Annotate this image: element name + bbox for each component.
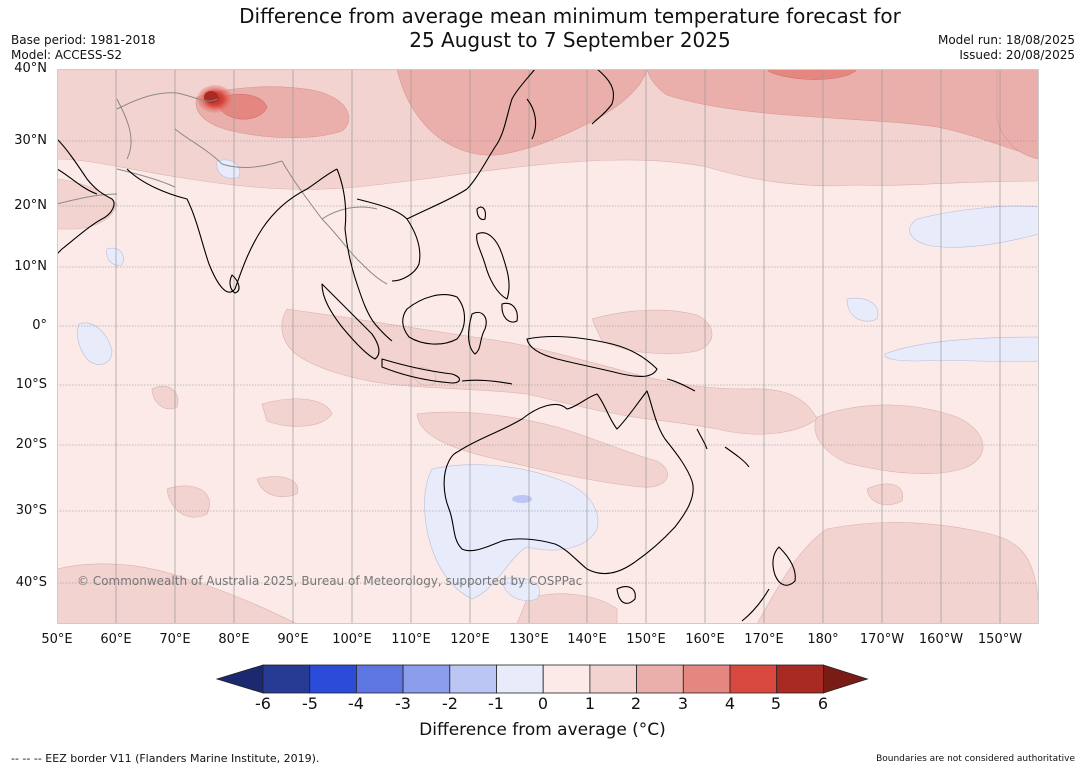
forecast-map: © Commonwealth of Australia 2025, Bureau… xyxy=(57,69,1039,624)
lat-label: 10°N xyxy=(14,259,47,274)
title-line-1: Difference from average mean minimum tem… xyxy=(239,4,901,28)
longitude-gridlines xyxy=(57,69,1001,624)
lon-label: 90°E xyxy=(277,632,309,647)
lon-label: 150°E xyxy=(626,632,666,647)
colorbar-tick: 3 xyxy=(677,694,689,713)
colorbar-cell xyxy=(542,664,591,694)
lon-label: 120°E xyxy=(450,632,490,647)
colorbar-cell xyxy=(402,664,451,694)
lon-label: 80°E xyxy=(218,632,250,647)
colorbar-cell xyxy=(262,664,311,694)
lon-label: 140°E xyxy=(567,632,607,647)
lon-label: 60°E xyxy=(100,632,132,647)
copyright-text: © Commonwealth of Australia 2025, Bureau… xyxy=(77,574,582,588)
lon-label: 100°E xyxy=(332,632,372,647)
lat-label: 40°N xyxy=(14,61,47,76)
model-run-text: Model run: 18/08/2025 xyxy=(937,33,1075,47)
colorbar-tick: -5 xyxy=(302,694,318,713)
eez-note: -- -- -- EEZ border V11 (Flanders Marine… xyxy=(11,752,320,765)
lat-label: 30°S xyxy=(15,503,47,518)
meta-left: Base period: 1981-2018 Model: ACCESS-S2 xyxy=(11,33,156,63)
colorbar-tick: 4 xyxy=(724,694,736,713)
lon-label: 180° xyxy=(807,632,839,647)
title-line-2: 25 August to 7 September 2025 xyxy=(409,28,731,52)
colorbar-cell xyxy=(309,664,357,694)
map-frame xyxy=(57,69,1039,624)
boundaries-note: Boundaries are not considered authoritat… xyxy=(876,754,1075,764)
coastlines xyxy=(57,69,796,622)
colorbar-tick: -6 xyxy=(255,694,271,713)
colorbar-cell xyxy=(682,664,731,694)
colorbar xyxy=(215,664,869,694)
lon-label: 50°E xyxy=(41,632,73,647)
colorbar-tick: -4 xyxy=(348,694,364,713)
lon-label: 110°E xyxy=(391,632,431,647)
lat-label: 20°S xyxy=(15,437,47,452)
colorbar-cell xyxy=(589,664,637,694)
lon-label: 170°E xyxy=(744,632,784,647)
colorbar-label: Difference from average (°C) xyxy=(419,720,666,740)
base-period-text: Base period: 1981-2018 xyxy=(11,33,156,47)
colorbar-tick: 2 xyxy=(630,694,642,713)
lat-label: 20°N xyxy=(14,198,47,213)
colorbar-tick: 1 xyxy=(584,694,596,713)
lat-label: 30°N xyxy=(14,133,47,148)
colorbar-cell xyxy=(729,664,778,694)
issued-text: Issued: 20/08/2025 xyxy=(959,48,1075,62)
colorbar-cell xyxy=(776,664,824,694)
anomaly-minus-1-2-spot xyxy=(512,495,532,503)
colorbar-tick: 0 xyxy=(537,694,549,713)
lat-label: 0° xyxy=(32,318,47,333)
lat-label: 10°S xyxy=(15,377,47,392)
lon-label: 150°W xyxy=(977,632,1023,647)
colorbar-tick: 5 xyxy=(770,694,782,713)
colorbar-tick: -1 xyxy=(488,694,504,713)
lat-label: 40°S xyxy=(15,575,47,590)
lon-label: 130°E xyxy=(509,632,549,647)
model-text: Model: ACCESS-S2 xyxy=(11,48,123,62)
colorbar-cell xyxy=(449,664,497,694)
lon-label: 170°W xyxy=(859,632,905,647)
colorbar-cell xyxy=(496,664,544,694)
colorbar-cell xyxy=(636,664,684,694)
colorbar-tick: -2 xyxy=(442,694,458,713)
colorbar-extend-low xyxy=(215,664,264,694)
lon-label: 70°E xyxy=(159,632,191,647)
map-title: Difference from average mean minimum tem… xyxy=(140,4,1000,52)
colorbar-tick: 6 xyxy=(817,694,829,713)
colorbar-extend-high xyxy=(823,664,869,694)
lon-label: 160°E xyxy=(685,632,725,647)
meta-right: Model run: 18/08/2025 Issued: 20/08/2025 xyxy=(938,33,1075,63)
colorbar-cell xyxy=(355,664,404,694)
lon-label: 160°W xyxy=(918,632,964,647)
colorbar-tick: -3 xyxy=(395,694,411,713)
